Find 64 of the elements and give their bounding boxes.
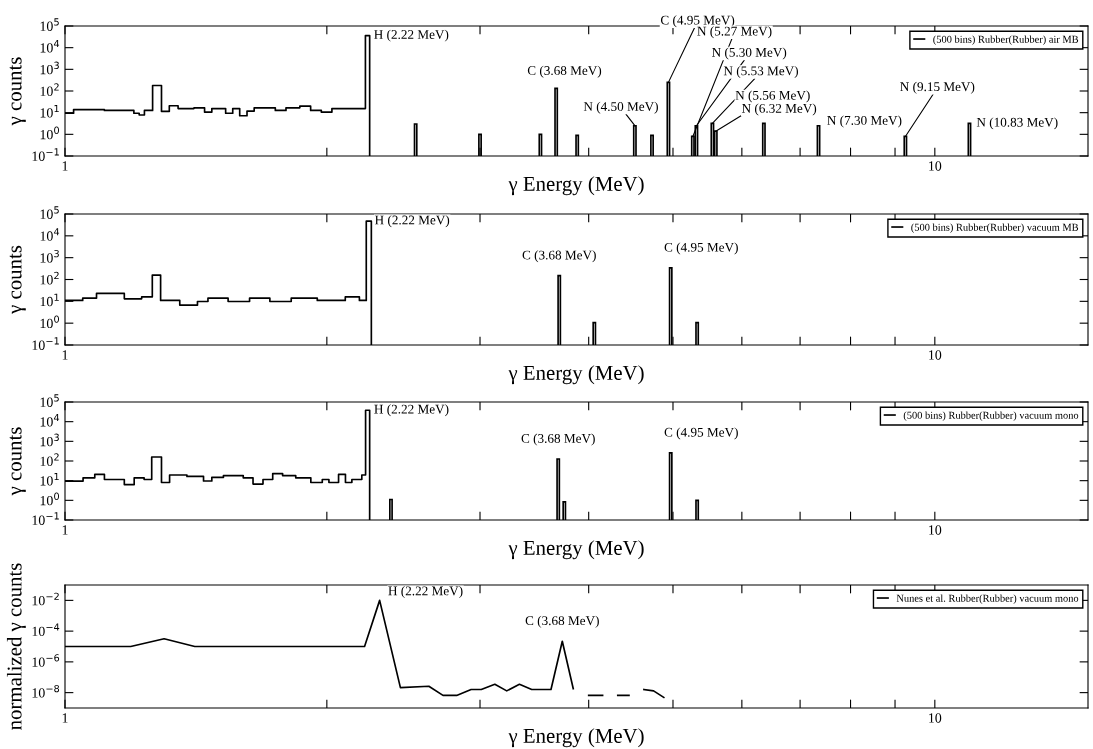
annotation: N (4.50 MeV) — [583, 101, 658, 114]
y-tick-label: 10$^{5}$ — [40, 206, 59, 219]
x-axis-title: γ Energy (MeV) — [508, 176, 644, 196]
annotation: N (5.30 MeV) — [712, 47, 787, 60]
y-axis-title: γ counts — [9, 57, 26, 126]
y-tick-label: 10$^{5}$ — [40, 394, 59, 407]
y-tick-label: 10$^{2}$ — [40, 453, 59, 466]
annotation: N (10.83 MeV) — [976, 117, 1058, 130]
y-tick-label: 10$^{3}$ — [40, 249, 59, 263]
y-tick-label: 10$^{5}$ — [40, 18, 59, 31]
y-tick-label: 10$^{4}$ — [40, 40, 60, 53]
legend-label: (500 bins) Rubber(Rubber) vacuum mono — [903, 411, 1079, 421]
y-tick-label: 10$^{−6}$ — [32, 654, 60, 667]
x-axis-title: γ Energy (MeV) — [508, 365, 644, 385]
annotation: N (5.27 MeV) — [697, 26, 772, 39]
y-axis-title: γ counts — [9, 245, 26, 314]
y-tick-label: 10$^{3}$ — [40, 433, 59, 447]
x-tick-label: 10 — [929, 713, 942, 723]
legend-label: (500 bins) Rubber(Rubber) vacuum MB — [911, 223, 1079, 233]
y-tick-label: 10$^{0}$ — [40, 315, 60, 329]
y-tick-label: 10$^{−1}$ — [32, 512, 59, 525]
annotation: N (9.15 MeV) — [900, 81, 975, 94]
x-axis-title: γ Energy (MeV) — [508, 540, 644, 560]
x-tick-label: 10 — [929, 525, 942, 535]
y-axis-title: normalized γ counts — [6, 563, 26, 730]
x-tick-label: 1 — [62, 161, 68, 171]
x-axis-title: γ Energy (MeV) — [508, 728, 644, 748]
annotation: C (3.68 MeV) — [521, 433, 595, 446]
y-tick-label: 10$^{3}$ — [40, 61, 59, 75]
y-tick-label: 10$^{−4}$ — [32, 623, 60, 637]
x-tick-label: 1 — [62, 713, 68, 723]
annotation: C (3.68 MeV) — [527, 65, 602, 78]
y-tick-label: 10$^{0}$ — [40, 126, 60, 140]
x-tick-label: 10 — [929, 350, 942, 360]
y-tick-label: 10$^{2}$ — [40, 271, 59, 285]
annotation: C (3.68 MeV) — [522, 250, 596, 263]
y-tick-label: 10$^{4}$ — [40, 228, 60, 241]
legend-label: Nunes et al. Rubber(Rubber) vacuum mono — [896, 594, 1079, 604]
annotation: N (7.30 MeV) — [827, 115, 902, 128]
annotation: C (4.95 MeV) — [664, 427, 738, 440]
y-tick-label: 10$^{−2}$ — [32, 592, 59, 606]
y-tick-label: 10$^{0}$ — [40, 492, 60, 506]
annotation: N (6.32 MeV) — [741, 103, 817, 116]
legend-label: (500 bins) Rubber(Rubber) air MB — [933, 35, 1079, 45]
y-tick-label: 10$^{1}$ — [40, 293, 59, 307]
annotation: H (2.22 MeV) — [374, 29, 449, 42]
y-tick-label: 10$^{1}$ — [40, 473, 59, 486]
x-tick-label: 1 — [62, 525, 68, 535]
x-tick-label: 1 — [62, 350, 68, 360]
annotation: N (5.53 MeV) — [723, 66, 798, 78]
annotation: H (2.22 MeV) — [388, 586, 463, 599]
y-tick-label: 10$^{−1}$ — [32, 337, 59, 350]
y-tick-label: 10$^{−8}$ — [32, 684, 60, 698]
annotation: C (4.95 MeV) — [664, 242, 738, 255]
x-tick-label: 10 — [929, 161, 942, 171]
y-tick-label: 10$^{4}$ — [40, 414, 60, 427]
annotation: N (5.56 MeV) — [735, 90, 810, 103]
annotation: H (2.22 MeV) — [374, 215, 450, 228]
y-axis-title: γ counts — [9, 427, 26, 496]
annotation: C (3.68 MeV) — [525, 615, 599, 628]
y-tick-label: 10$^{−1}$ — [32, 148, 59, 161]
y-tick-label: 10$^{2}$ — [40, 83, 59, 96]
annotation: H (2.22 MeV) — [374, 404, 449, 417]
y-tick-label: 10$^{1}$ — [40, 105, 59, 118]
